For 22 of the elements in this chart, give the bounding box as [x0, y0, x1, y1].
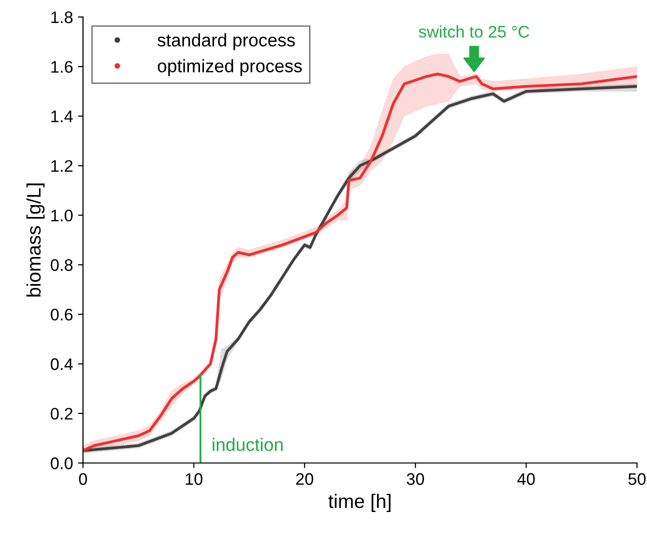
x-tick-label: 10	[186, 473, 202, 485]
ref-line-label: induction	[212, 438, 283, 452]
x-axis-title: time [h]	[328, 494, 390, 512]
y-tick-label: 1.0	[51, 210, 73, 222]
x-tick-label: 30	[406, 473, 424, 485]
x-tick-label: 0	[79, 473, 87, 485]
x-tick-label: 50	[628, 473, 646, 485]
y-tick-label: 1.4	[51, 110, 73, 122]
y-axis-title: biomass [g/L]	[26, 184, 45, 297]
y-tick-label: 0.2	[50, 408, 72, 420]
annotation: switch to 25 °C	[418, 25, 530, 38]
y-tick-label: 0.6	[50, 308, 73, 321]
legend-label: standard process	[158, 33, 295, 50]
x-tick-label: 20	[296, 473, 314, 485]
y-tick-label: 0.8	[50, 259, 73, 271]
x-tick-label: 40	[517, 473, 535, 485]
y-tick-label: 1.8	[51, 11, 73, 24]
y-tick-label: 1.6	[51, 60, 73, 73]
legend-label: optimized process	[158, 59, 302, 76]
y-tick-label: 1.2	[51, 160, 72, 172]
y-tick-label: 0.4	[50, 358, 73, 370]
y-tick-label: 0.0	[50, 457, 73, 470]
